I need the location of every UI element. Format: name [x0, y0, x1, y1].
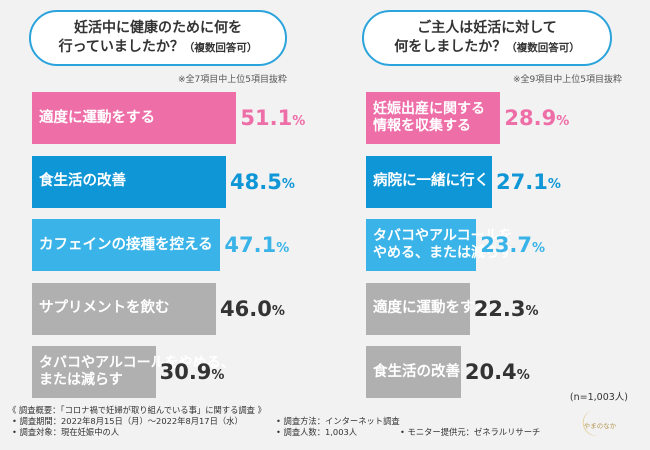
bar-row-left-4: サプリメントを飲む 46.0%	[32, 282, 322, 335]
bar-label-right-3: タバコやアルコールを やめる、または減らす	[373, 219, 513, 271]
bar-label-right-5: 食生活の改善	[373, 346, 460, 398]
survey-target: • 調査対象：現在妊娠中の人	[12, 427, 120, 437]
bar-value-left-2: 48.5%	[230, 156, 295, 208]
bar-value-right-5: 20.4%	[465, 346, 530, 398]
bar-row-right-3: タバコやアルコールを やめる、または減らす 23.7%	[366, 219, 650, 271]
bar-row-left-1: 適度に運動をする 51.1%	[32, 92, 322, 144]
value-number-right-3: 23.7	[480, 233, 533, 257]
value-number-left-3: 47.1	[224, 233, 277, 257]
bar-value-left-3: 47.1%	[224, 219, 289, 271]
value-number-right-4: 22.3	[473, 296, 526, 321]
question-right-line2: 何をしましたか？（複数回答可）	[364, 38, 610, 58]
bar-value-left-1: 51.1%	[240, 92, 305, 144]
left-chart-panel: 妊活中に健康のために何を 行っていましたか？（複数回答可） ※全7項目中上位5項…	[17, 4, 317, 398]
value-unit-left-2: %	[281, 177, 295, 192]
bar-label-line-right-5-1: 食生活の改善	[373, 363, 460, 380]
bar-label-line-left-2-1: 食生活の改善	[39, 173, 126, 189]
value-number-left-2: 48.5	[230, 169, 282, 194]
bar-row-left-3: カフェインの接種を控える 47.1%	[32, 219, 322, 271]
question-right-note: （複数回答可）	[506, 42, 580, 54]
bar-label-right-4: 適度に運動をする	[373, 283, 489, 335]
value-number-right-1: 28.9	[504, 106, 557, 130]
bar-left-5	[32, 346, 156, 398]
bar-row-right-1: 妊娠出産に関する 情報を収集する 28.9%	[366, 92, 650, 144]
value-unit-left-3: %	[276, 240, 290, 256]
value-number-left-4: 46.0	[220, 296, 272, 321]
value-unit-right-5: %	[516, 367, 530, 383]
bar-right-2	[366, 155, 492, 208]
question-right-line1: ご主人は妊活に対して	[417, 20, 557, 36]
bar-value-left-4: 46.0%	[220, 283, 285, 335]
value-unit-left-5: %	[211, 367, 225, 383]
right-chart-panel: ご主人は妊活に対して 何をしましたか？（複数回答可） ※全9項目中上位5項目抜粋…	[340, 4, 640, 398]
survey-method: • 調査方法：インターネット調査	[276, 416, 400, 426]
bar-label-line-right-1-2: 情報を収集する	[373, 118, 471, 134]
bar-label-right-1: 妊娠出産に関する 情報を収集する	[373, 92, 485, 144]
bar-label-left-2: 食生活の改善	[39, 156, 126, 208]
bar-label-left-5: タバコやアルコールをやめる、 または減らす	[39, 346, 235, 398]
bar-right-5	[366, 346, 461, 398]
bar-label-left-4: サプリメントを飲む	[39, 283, 170, 335]
bar-label-line-right-1-1: 妊娠出産に関する	[373, 101, 485, 117]
brand-logo: やまのなか	[582, 410, 617, 436]
bar-row-right-2: 病院に一緒に行く 27.1%	[366, 155, 650, 208]
bar-right-1	[366, 92, 501, 144]
value-number-right-5: 20.4	[464, 360, 517, 384]
sample-note-left: ※全7項目中上位5項目抜粋	[178, 75, 287, 85]
value-unit-right-3: %	[532, 240, 546, 256]
bar-left-1	[32, 92, 237, 144]
value-unit-left-1: %	[292, 113, 306, 129]
bar-label-line-left-4-1: サプリメントを飲む	[39, 300, 170, 316]
bar-label-line-right-3-2: やめる、または減らす	[373, 245, 513, 261]
bar-value-right-1: 28.9%	[504, 92, 569, 144]
survey-title: 《 調査概要：「コロナ禍で妊婦が取り組んでいる事」に関する調査 》	[8, 405, 266, 415]
bar-value-right-3: 23.7%	[480, 219, 545, 271]
question-left-note: （複数回答可）	[183, 42, 258, 54]
bar-label-line-right-4-1: 適度に運動をする	[373, 300, 489, 316]
question-bubble-right: ご主人は妊活に対して 何をしましたか？（複数回答可）	[362, 10, 612, 66]
survey-provider: • モニター提供元：ゼネラルリサーチ	[400, 427, 541, 437]
value-number-left-1: 51.1	[240, 106, 293, 130]
survey-overview: 《 調査概要：「コロナ禍で妊婦が取り組んでいる事」に関する調査 》 • 調査期間…	[8, 405, 568, 447]
bar-row-right-5: 食生活の改善 20.4%	[366, 346, 650, 398]
bar-left-4	[32, 282, 216, 335]
bar-value-left-5: 30.9%	[160, 346, 225, 398]
bar-value-right-4: 22.3%	[474, 283, 539, 335]
bar-label-line-right-2-1: 病院に一緒に行く	[373, 173, 489, 189]
bar-label-line-left-5-2: または減らす	[39, 372, 123, 388]
bar-row-right-4: 適度に運動をする 22.3%	[366, 282, 650, 335]
sample-size-label: (n=1,003人)	[569, 392, 628, 403]
value-unit-right-1: %	[556, 113, 570, 129]
question-left-line2-text: 行っていましたか？	[58, 39, 184, 55]
bar-label-line-right-3-1: タバコやアルコールを	[373, 228, 513, 244]
bar-label-left-3: カフェインの接種を控える	[39, 219, 213, 271]
bar-row-left-5: タバコやアルコールをやめる、 または減らす 30.9%	[32, 346, 322, 398]
survey-period: • 調査期間：2022年8月15日（月）～2022年8月17日（水）	[12, 416, 243, 426]
value-unit-right-2: %	[547, 177, 561, 192]
bar-right-4	[366, 282, 470, 335]
question-left-line1: 妊活中に健康のために何を	[74, 20, 242, 36]
value-unit-right-4: %	[525, 304, 539, 319]
value-unit-left-4: %	[271, 304, 285, 319]
survey-count: • 調査人数：1,003人	[276, 427, 358, 437]
bar-right-3	[366, 219, 477, 271]
question-left-line2: 行っていましたか？（複数回答可）	[31, 38, 285, 58]
value-number-right-2: 27.1	[496, 169, 548, 194]
bar-value-right-2: 27.1%	[496, 156, 561, 208]
question-right-line2-text: 何をしましたか？	[394, 39, 507, 55]
bar-row-left-2: 食生活の改善 48.5%	[32, 155, 322, 208]
sample-note-right: ※全9項目中上位5項目抜粋	[513, 75, 622, 85]
brand-logo-text: やまのなか	[584, 422, 617, 430]
question-bubble-left: 妊活中に健康のために何を 行っていましたか？（複数回答可）	[29, 10, 287, 66]
bar-label-right-2: 病院に一緒に行く	[373, 156, 489, 208]
bar-label-line-left-5-1: タバコやアルコールをやめる、	[39, 355, 235, 371]
bar-label-line-left-3-1: カフェインの接種を控える	[39, 236, 213, 253]
bar-left-3	[32, 219, 221, 271]
bar-label-line-left-1-1: 適度に運動をする	[39, 109, 155, 126]
bar-label-left-1: 適度に運動をする	[39, 92, 155, 144]
value-number-left-5: 30.9	[159, 360, 212, 384]
bar-left-2	[32, 155, 226, 208]
